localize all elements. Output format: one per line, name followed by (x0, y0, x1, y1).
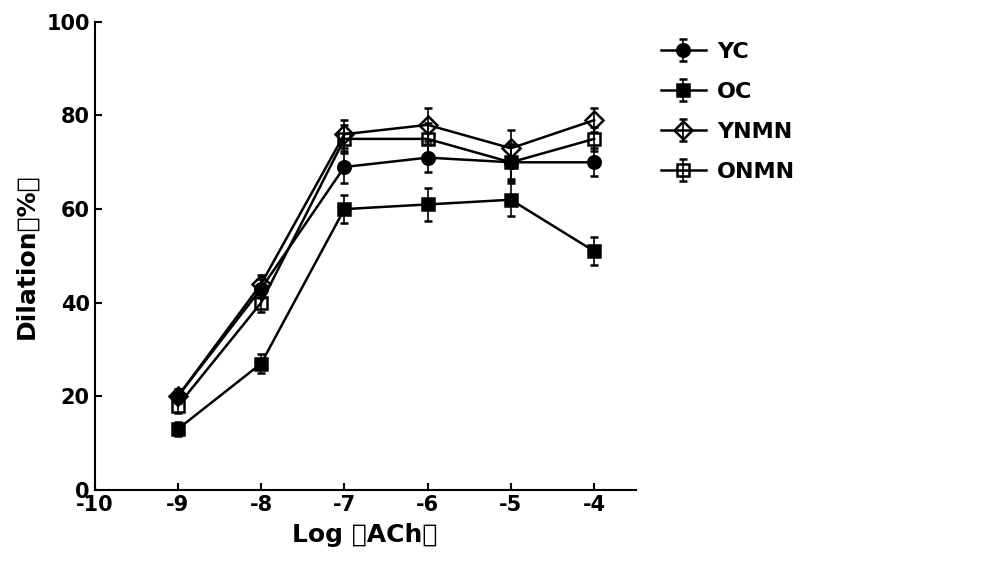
Legend: YC, OC, YNMN, ONMN: YC, OC, YNMN, ONMN (652, 33, 804, 191)
Y-axis label: Dilation（%）: Dilation（%） (14, 173, 38, 339)
X-axis label: Log （ACh）: Log （ACh） (292, 523, 438, 547)
